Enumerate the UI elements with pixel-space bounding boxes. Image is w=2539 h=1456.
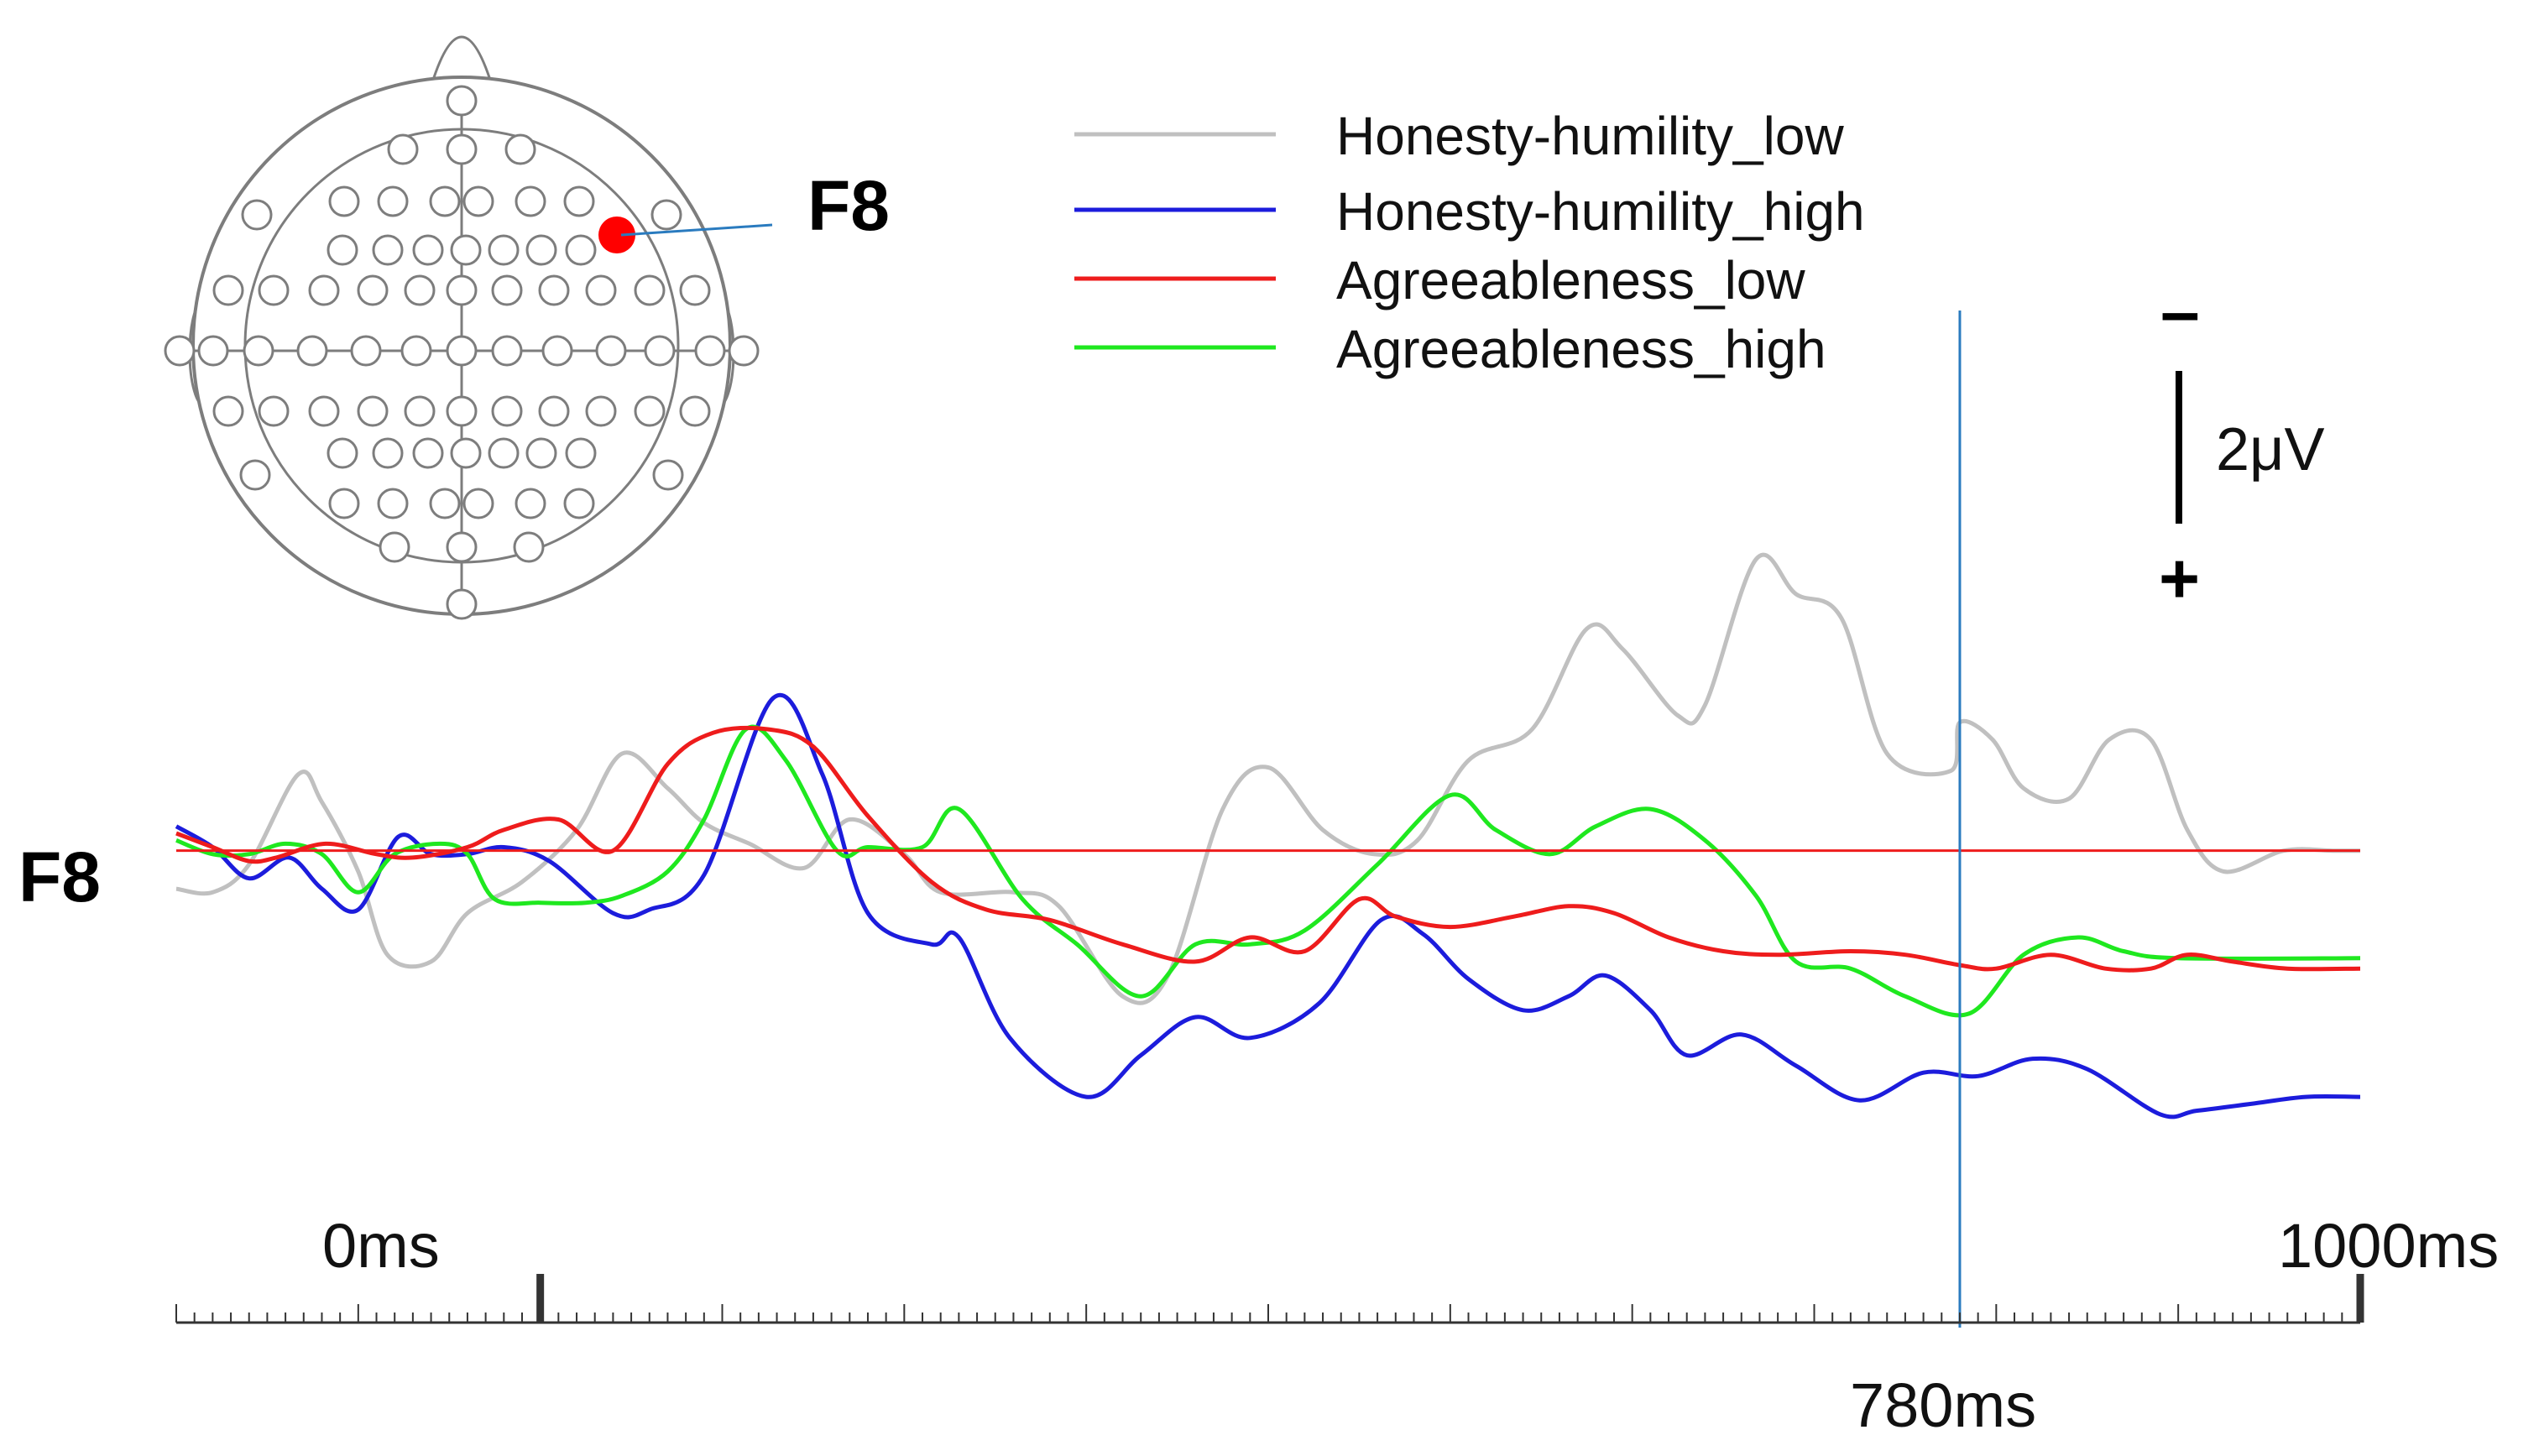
- electrode-r0-c0: [446, 85, 478, 117]
- electrode-r7-c0: [212, 395, 244, 427]
- electrode-r7-c8: [585, 395, 617, 427]
- channel-label: F8: [18, 838, 101, 916]
- electrode-r9-c0: [239, 459, 271, 491]
- time-axis: [175, 1274, 2364, 1324]
- electrode-r10-c4: [515, 488, 546, 519]
- scale-plus-sign: +: [2159, 539, 2200, 618]
- legend: Honesty-humility_low Honesty-humility_hi…: [1074, 106, 1865, 379]
- electrode-r2-c1: [377, 185, 409, 217]
- electrode-f8-highlight: [598, 217, 635, 253]
- electrode-r8-c0: [327, 437, 358, 469]
- electrode-r4-c1: [372, 234, 404, 266]
- electrode-r11-c2: [513, 531, 545, 563]
- montage-highlight-label: F8: [807, 166, 890, 245]
- series-line-agreeableness-high: [175, 724, 2361, 1018]
- series-line-honesty-humility-high: [175, 692, 2361, 1119]
- electrode-r8-c6: [565, 437, 597, 469]
- electrode-r11-c1: [446, 531, 478, 563]
- electrode-r4-c4: [488, 234, 520, 266]
- electrode-r5-c3: [357, 274, 389, 306]
- electrode-r6-c3: [296, 335, 328, 367]
- electrode-r7-c1: [258, 395, 290, 427]
- electrode-r5-c10: [679, 274, 711, 306]
- electrode-r8-c5: [525, 437, 557, 469]
- electrode-r5-c2: [308, 274, 340, 306]
- electrode-r6-c1: [197, 335, 229, 367]
- electrode-r6-c7: [491, 335, 523, 367]
- electrode-r7-c3: [357, 395, 389, 427]
- electrode-r6-c2: [243, 335, 274, 367]
- electrode-r7-c4: [404, 395, 436, 427]
- waveform-plot: [175, 311, 2361, 1328]
- electrode-r1-c1: [446, 133, 478, 165]
- electrode-r8-c1: [372, 437, 404, 469]
- electrode-r4-c2: [412, 234, 444, 266]
- f8-pointer-line: [620, 223, 773, 237]
- electrode-r10-c2: [429, 488, 461, 519]
- electrode-r12-c0: [446, 588, 478, 620]
- scale-bar-label: 2μV: [2216, 416, 2325, 483]
- scale-minus-sign: –: [2160, 272, 2200, 351]
- electrode-r10-c0: [328, 488, 360, 519]
- electrode-r3-c0: [241, 199, 273, 231]
- electrode-r2-c5: [563, 185, 595, 217]
- electrode-r6-c9: [595, 335, 627, 367]
- electrode-r7-c6: [491, 395, 523, 427]
- electrode-r5-c9: [634, 274, 666, 306]
- electrode-r6-c10: [644, 335, 676, 367]
- electrode-r3-c1: [650, 199, 682, 231]
- electrode-r11-c0: [379, 531, 410, 563]
- electrode-r8-c3: [450, 437, 482, 469]
- electrode-r2-c2: [429, 185, 461, 217]
- electrode-r7-c9: [634, 395, 666, 427]
- tick-label-0ms: 0ms: [322, 1211, 440, 1281]
- legend-label-ag-high: Agreeableness_high: [1336, 319, 1826, 379]
- electrode-r7-c5: [446, 395, 478, 427]
- electrode-r4-c3: [450, 234, 482, 266]
- electrode-r6-c5: [400, 335, 432, 367]
- electrode-r7-c10: [679, 395, 711, 427]
- electrode-r7-c2: [308, 395, 340, 427]
- electrode-r4-c6: [565, 234, 597, 266]
- electrode-r6-c0: [164, 335, 196, 367]
- electrode-r8-c4: [488, 437, 520, 469]
- series-line-honesty-humility-low: [175, 552, 2360, 1005]
- tick-label-1000ms: 1000ms: [2278, 1211, 2499, 1281]
- tick-label-780ms: 780ms: [1850, 1370, 2036, 1440]
- electrode-r5-c5: [446, 274, 478, 306]
- electrode-r10-c3: [462, 488, 494, 519]
- electrode-r5-c4: [404, 274, 436, 306]
- electrode-r4-c0: [327, 234, 358, 266]
- electrode-r5-c1: [258, 274, 290, 306]
- electrode-r8-c2: [412, 437, 444, 469]
- electrode-r6-c6: [446, 335, 478, 367]
- electrode-r2-c0: [328, 185, 360, 217]
- legend-label-ag-low: Agreeableness_low: [1336, 250, 1805, 311]
- electrode-r2-c4: [515, 185, 546, 217]
- legend-label-hh-low: Honesty-humility_low: [1336, 106, 1844, 166]
- electrode-r5-c6: [491, 274, 523, 306]
- electrode-r4-c5: [525, 234, 557, 266]
- electrode-r1-c0: [387, 133, 419, 165]
- electrode-r10-c5: [563, 488, 595, 519]
- legend-label-hh-high: Honesty-humility_high: [1336, 181, 1865, 242]
- electrode-r7-c7: [538, 395, 570, 427]
- electrode-r9-c1: [652, 459, 684, 491]
- electrode-r2-c3: [462, 185, 494, 217]
- electrode-r6-c4: [350, 335, 382, 367]
- electrode-r1-c2: [504, 133, 536, 165]
- electrode-r5-c0: [212, 274, 244, 306]
- electrode-montage-head: [164, 35, 760, 620]
- electrode-r6-c8: [541, 335, 573, 367]
- electrode-r5-c7: [538, 274, 570, 306]
- amplitude-scale-bar: – 2μV +: [2159, 272, 2325, 618]
- electrode-r10-c1: [377, 488, 409, 519]
- electrode-r5-c8: [585, 274, 617, 306]
- electrode-r6-c11: [694, 335, 726, 367]
- electrode-r6-c12: [728, 335, 760, 367]
- series-line-agreeableness-low: [175, 725, 2361, 973]
